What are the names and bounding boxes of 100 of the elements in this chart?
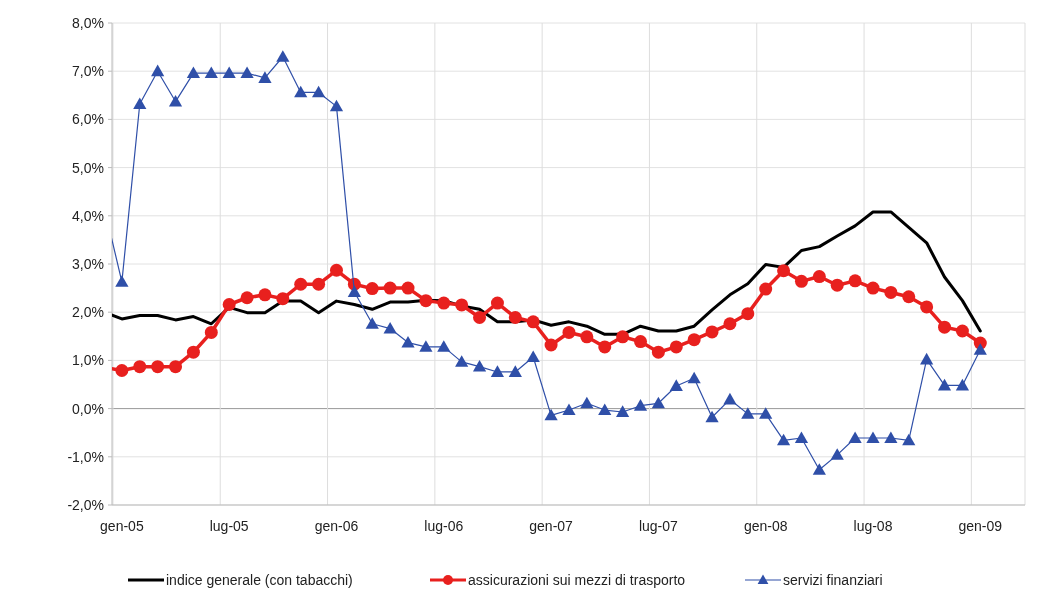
point — [222, 66, 236, 79]
point — [419, 340, 433, 352]
y-tick-label: 1,0% — [72, 352, 104, 369]
point — [168, 94, 183, 107]
point — [490, 365, 505, 377]
y-tick-label: -1,0% — [67, 448, 104, 465]
point — [938, 320, 952, 334]
x-tick-label: lug-05 — [209, 518, 249, 534]
y-tick-label: 6,0% — [72, 111, 104, 128]
x-tick-label: gen-08 — [743, 518, 788, 534]
point — [616, 405, 630, 417]
point — [437, 340, 451, 352]
point — [616, 330, 630, 344]
point — [276, 292, 290, 306]
point — [955, 378, 970, 391]
point — [669, 340, 683, 354]
point — [365, 317, 379, 329]
y-tick-label: -2,0% — [67, 496, 104, 513]
x-tick-label: lug-06 — [424, 518, 464, 534]
point — [884, 285, 898, 299]
point — [151, 64, 165, 77]
point — [204, 325, 218, 339]
point — [633, 399, 648, 411]
point — [383, 281, 397, 295]
point — [598, 403, 612, 415]
point — [902, 290, 916, 304]
point — [204, 66, 218, 79]
point — [347, 285, 361, 297]
legend-label: assicurazioni sui mezzi di trasporto — [468, 571, 686, 588]
point — [651, 396, 665, 409]
point — [759, 282, 773, 296]
point — [222, 297, 236, 311]
point — [920, 352, 934, 365]
point — [669, 379, 683, 391]
point — [258, 288, 272, 302]
y-tick-label: 8,0% — [72, 14, 104, 31]
point — [776, 433, 791, 446]
point — [723, 317, 737, 331]
point — [973, 343, 987, 355]
point — [687, 371, 701, 384]
point — [383, 321, 397, 334]
point — [472, 360, 487, 372]
y-tick-label: 7,0% — [72, 63, 104, 80]
point — [723, 392, 737, 405]
point — [866, 281, 880, 295]
point — [294, 277, 308, 291]
point — [937, 378, 952, 391]
point — [329, 263, 343, 277]
point — [437, 296, 451, 310]
point — [902, 433, 916, 446]
point — [490, 296, 504, 310]
point — [240, 66, 254, 79]
legend-label: indice generale (con tabacchi) — [166, 571, 353, 588]
point — [651, 345, 665, 359]
point — [455, 355, 469, 367]
point — [777, 264, 791, 278]
point — [598, 340, 612, 354]
point — [526, 315, 540, 329]
x-tick-label: lug-07 — [638, 518, 679, 534]
point — [741, 307, 755, 321]
point — [705, 325, 719, 339]
point — [133, 360, 147, 374]
point — [276, 50, 290, 62]
point — [401, 281, 415, 295]
point — [741, 407, 755, 419]
y-tick-label: 3,0% — [72, 255, 104, 272]
y-tick-label: 4,0% — [72, 207, 104, 224]
legend-label: servizi finanziari — [783, 571, 883, 588]
point — [794, 274, 808, 288]
point — [687, 333, 701, 347]
x-tick-label: gen-05 — [100, 518, 144, 534]
x-tick-label: gen-07 — [529, 518, 574, 534]
point — [884, 431, 898, 443]
point — [830, 448, 844, 460]
point — [401, 335, 415, 348]
x-tick-label: lug-08 — [853, 518, 893, 534]
point — [562, 403, 576, 415]
point — [812, 463, 826, 475]
point — [955, 324, 969, 338]
point — [115, 364, 129, 378]
point — [866, 431, 880, 443]
point — [508, 365, 522, 377]
point — [419, 294, 433, 308]
point — [562, 325, 576, 339]
point — [240, 291, 254, 305]
point — [544, 408, 558, 421]
point — [115, 275, 129, 287]
point — [312, 85, 326, 98]
point — [186, 66, 201, 79]
point — [848, 431, 862, 443]
y-tick-label: 0,0% — [72, 400, 104, 417]
point — [258, 71, 272, 83]
x-tick-label: gen-09 — [958, 518, 1003, 534]
point — [920, 300, 934, 314]
x-tick-label: gen-06 — [314, 518, 359, 534]
point — [169, 360, 183, 374]
point — [473, 311, 487, 324]
point — [526, 350, 540, 362]
point — [455, 298, 469, 312]
point — [329, 99, 344, 112]
